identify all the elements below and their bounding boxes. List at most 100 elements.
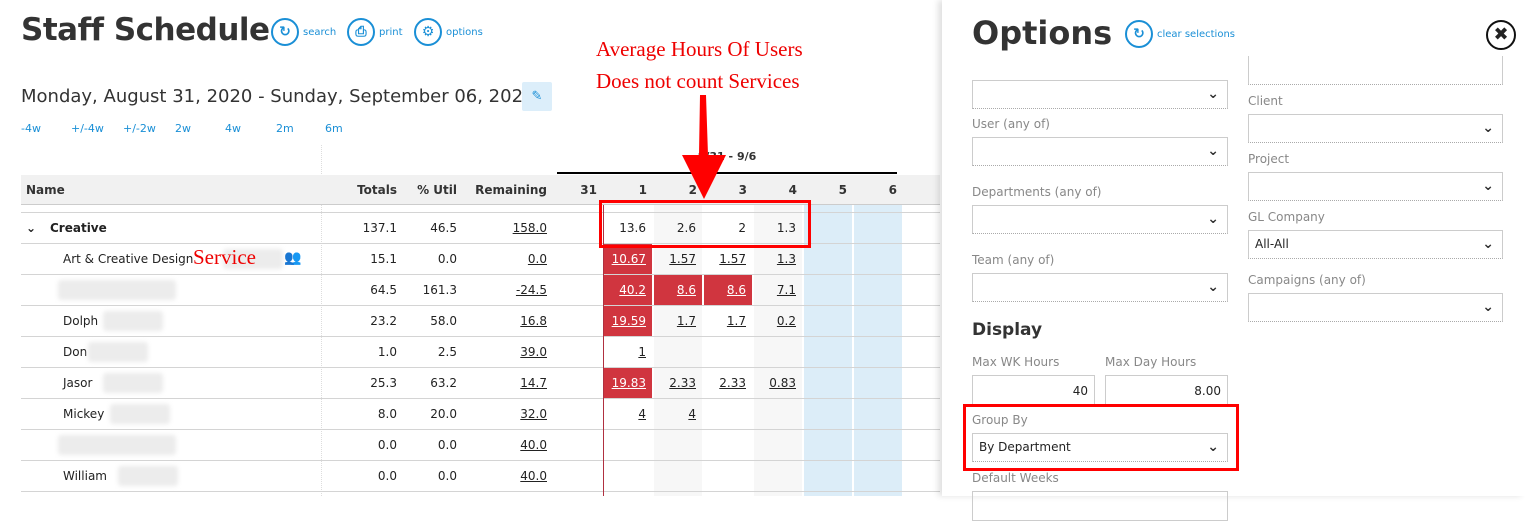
- table-row: [21, 368, 940, 399]
- util-cell: 161.3: [422, 283, 457, 297]
- util-cell: 0.0: [437, 469, 457, 483]
- project-select[interactable]: ⌄: [1248, 172, 1503, 201]
- pencil-icon: ✎: [531, 89, 543, 104]
- col-name[interactable]: Name: [26, 183, 65, 197]
- row-name: Dolph: [63, 314, 99, 328]
- day-hours-cell[interactable]: 2.33: [719, 376, 746, 390]
- expand-chevron-icon[interactable]: ⌄: [26, 221, 37, 235]
- remaining-link[interactable]: 14.7: [520, 376, 547, 390]
- day-column-bg: [654, 205, 702, 496]
- util-cell: 0.0: [437, 252, 457, 266]
- campaigns-select[interactable]: ⌄: [1248, 293, 1503, 322]
- over-hours-cell[interactable]: 19.83: [604, 368, 652, 398]
- annotation-no-services: Does not count Services: [596, 69, 800, 93]
- day-hours-cell[interactable]: 0.2: [776, 314, 796, 328]
- day-column-bg: [754, 205, 802, 496]
- day-hours-cell[interactable]: 1: [638, 345, 646, 359]
- departments-label: Departments (any of): [972, 185, 1102, 199]
- col-util[interactable]: % Util: [417, 183, 457, 197]
- over-hours-cell[interactable]: 40.2: [604, 275, 652, 305]
- client-select[interactable]: ⌄: [1248, 114, 1503, 143]
- page-title: Staff Schedule: [21, 12, 270, 48]
- user-select[interactable]: ⌄: [972, 137, 1228, 166]
- chevron-down-icon: ⌄: [1207, 279, 1219, 295]
- service-users-icon[interactable]: 👥: [284, 250, 302, 266]
- search-button[interactable]: ↻ search: [271, 18, 336, 46]
- day-column-bg: [854, 205, 902, 496]
- over-hours-cell[interactable]: 10.67: [604, 244, 652, 274]
- filter-dropdown[interactable]: ⌄: [972, 80, 1228, 109]
- max-wk-input[interactable]: 40: [972, 375, 1095, 405]
- team-label: Team (any of): [972, 253, 1055, 267]
- table-row: [21, 244, 940, 275]
- redacted-name: [110, 404, 170, 424]
- team-select[interactable]: ⌄: [972, 273, 1228, 302]
- gl-company-value: All-All: [1255, 237, 1289, 251]
- close-icon[interactable]: ✖: [1486, 20, 1516, 50]
- annotation-box-group-by: [963, 404, 1239, 471]
- chevron-down-icon: ⌄: [1482, 178, 1494, 194]
- chevron-down-icon: ⌄: [1207, 439, 1219, 455]
- day-hours-cell[interactable]: 1.7: [726, 314, 746, 328]
- campaigns-label: Campaigns (any of): [1248, 273, 1366, 287]
- options-button[interactable]: ⚙ options: [414, 18, 483, 46]
- day-hours-cell[interactable]: 1.3: [776, 252, 796, 266]
- chevron-down-icon: ⌄: [1207, 211, 1219, 227]
- range-2w[interactable]: 2w: [175, 122, 191, 135]
- redacted-name: [87, 342, 148, 362]
- clear-selections-button[interactable]: ↻ clear selections: [1125, 20, 1235, 48]
- day-hours-cell[interactable]: 1.57: [719, 252, 746, 266]
- redacted-name: [58, 435, 176, 455]
- remaining-link[interactable]: 0.0: [527, 252, 547, 266]
- col-totals[interactable]: Totals: [357, 183, 397, 197]
- range-6m[interactable]: 6m: [325, 122, 343, 135]
- chevron-down-icon: ⌄: [1482, 299, 1494, 315]
- day-hours-cell[interactable]: 1.57: [669, 252, 696, 266]
- util-cell: 63.2: [430, 376, 457, 390]
- row-name: Don: [63, 345, 88, 359]
- day-header: 31: [580, 183, 597, 197]
- remaining-link[interactable]: 40.0: [520, 438, 547, 452]
- totals-cell: 8.0: [377, 407, 397, 421]
- range-pm-2w[interactable]: +/-2w: [123, 122, 156, 135]
- day-hours-cell[interactable]: 4: [638, 407, 646, 421]
- over-hours-cell[interactable]: 8.6: [654, 275, 702, 305]
- redacted-name: [58, 280, 176, 300]
- chevron-down-icon: ⌄: [1482, 120, 1494, 136]
- util-cell: 20.0: [430, 407, 457, 421]
- filter-dropdown-partial[interactable]: [1248, 56, 1503, 85]
- group-by-select[interactable]: By Department ⌄: [972, 433, 1228, 462]
- day-header: 4: [788, 183, 797, 197]
- range-2m[interactable]: 2m: [276, 122, 294, 135]
- day-hours-cell[interactable]: 4: [688, 407, 696, 421]
- remaining-link[interactable]: 16.8: [520, 314, 547, 328]
- remaining-link[interactable]: 158.0: [512, 221, 547, 235]
- max-day-input[interactable]: 8.00: [1105, 375, 1228, 405]
- over-hours-cell[interactable]: 8.6: [704, 275, 752, 305]
- edit-date-button[interactable]: ✎: [522, 82, 552, 111]
- day-hours-cell[interactable]: 2.33: [669, 376, 696, 390]
- day-hours-cell[interactable]: 7.1: [776, 283, 796, 297]
- day-column-bg: [804, 205, 852, 496]
- remaining-link[interactable]: 32.0: [520, 407, 547, 421]
- print-button[interactable]: ⎙ print: [347, 18, 403, 46]
- range-minus-4w[interactable]: -4w: [21, 122, 41, 135]
- over-hours-cell[interactable]: 19.59: [604, 306, 652, 336]
- group-by-label: Group By: [972, 413, 1028, 427]
- range-pm-4w[interactable]: +/-4w: [71, 122, 104, 135]
- col-remaining[interactable]: Remaining: [475, 183, 547, 197]
- clear-label: clear selections: [1157, 28, 1236, 40]
- range-4w[interactable]: 4w: [225, 122, 241, 135]
- day-header: 6: [888, 183, 897, 197]
- day-hours-cell[interactable]: 0.83: [769, 376, 796, 390]
- totals-cell: 25.3: [370, 376, 397, 390]
- remaining-link[interactable]: 39.0: [520, 345, 547, 359]
- group-name[interactable]: Creative: [50, 221, 107, 235]
- remaining-link[interactable]: 40.0: [520, 469, 547, 483]
- redacted-name: [222, 249, 283, 269]
- print-label: print: [379, 26, 403, 38]
- gl-company-select[interactable]: All-All ⌄: [1248, 230, 1503, 259]
- departments-select[interactable]: ⌄: [972, 205, 1228, 234]
- remaining-link[interactable]: -24.5: [515, 283, 547, 297]
- day-hours-cell[interactable]: 1.7: [676, 314, 696, 328]
